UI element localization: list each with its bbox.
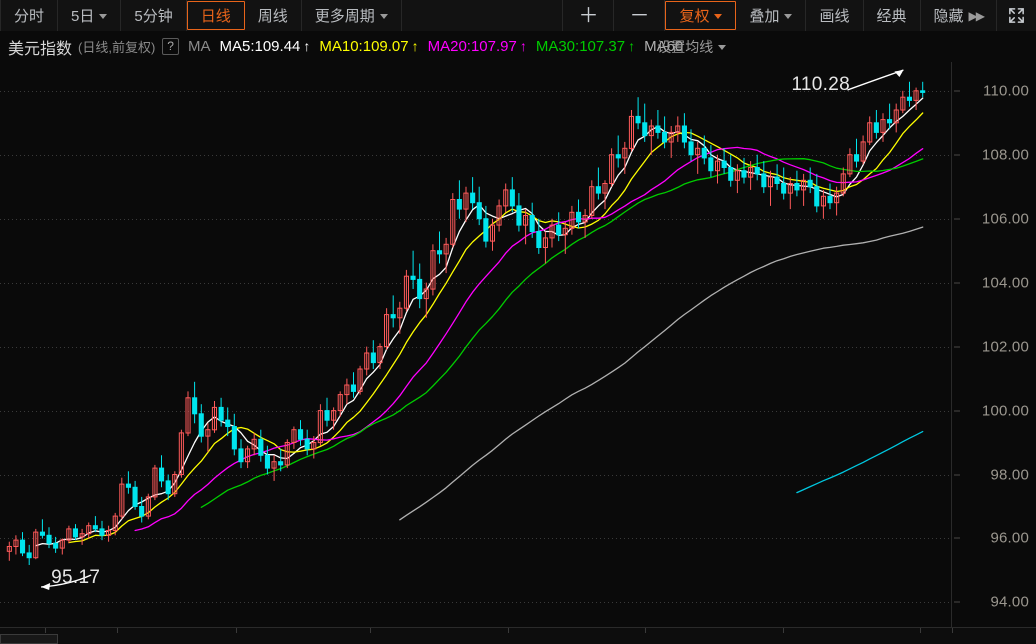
time-tick-8 xyxy=(952,628,953,633)
price-tick-label-0: 110.00 xyxy=(983,82,1029,100)
price-tick-mark xyxy=(954,474,960,475)
grid-lines xyxy=(0,91,952,603)
period-5day[interactable]: 5日 xyxy=(58,0,122,31)
chevron-down-icon xyxy=(379,14,388,19)
ma-legend-label-1: MA10:109.07 xyxy=(319,38,409,55)
price-tick-label-4: 102.00 xyxy=(981,338,1029,356)
classic-view[interactable]: 经典 xyxy=(864,0,921,31)
price-tick-label-8: 94.00 xyxy=(990,593,1029,611)
draw-line-label: 画线 xyxy=(819,8,850,25)
ma-legend-bar: 美元指数 (日线,前复权) ? MA MA5:109.44 ↑ MA10:109.0… xyxy=(0,31,1036,63)
price-tick-mark xyxy=(954,410,960,412)
ma-legend-item-0[interactable]: MA5:109.44 ↑ xyxy=(219,38,310,55)
ma-legend-item-1[interactable]: MA10:109.07 ↑ xyxy=(319,38,418,55)
ma-legend-label-2: MA20:107.97 xyxy=(427,38,517,55)
ma-legend-item-3[interactable]: MA30:107.37 ↑ xyxy=(536,38,635,55)
price-tick-mark xyxy=(954,346,960,348)
chevron-down-icon xyxy=(784,14,793,19)
time-axis[interactable] xyxy=(0,627,1036,644)
trend-up-arrow-icon: ↑ xyxy=(519,38,527,54)
ma-legend-label-4: MA60 xyxy=(644,38,684,55)
toolbar-right-group: ＋ － 复权 叠加 画线 经典 隐藏 ▶▶ xyxy=(562,0,1036,31)
period-intraday[interactable]: 分时 xyxy=(0,0,59,31)
zoom-out-button[interactable]: － xyxy=(614,0,666,31)
period-daily-label: 日线 xyxy=(200,8,231,25)
hide-panel-button[interactable]: 隐藏 ▶▶ xyxy=(921,0,997,31)
trend-up-arrow-icon: ↑ xyxy=(411,38,419,54)
ma-legend-label-3: MA30:107.37 xyxy=(535,38,626,55)
price-axis[interactable]: 110.00 108.00 106.00 104.00 102.00 100.00 98.0… xyxy=(951,62,1036,628)
symbol-subtitle: (日线,前复权) xyxy=(78,40,156,55)
ma-legend-label-0: MA5:109.44 xyxy=(219,38,301,55)
zoom-in-button-glyph: ＋ xyxy=(578,4,599,27)
fullscreen-button[interactable] xyxy=(997,0,1036,31)
period-weekly-label: 周线 xyxy=(257,8,288,25)
time-tick-3 xyxy=(370,628,371,633)
chart-toolbar: 分时 5日 5分钟 日线 周线 更多周期 ＋ － 复权 叠加 画线 经典 隐藏 ▶▶ xyxy=(0,0,1036,32)
overlay-label: 叠加 xyxy=(749,8,780,25)
ma-lines xyxy=(35,97,924,547)
price-tick-mark xyxy=(954,90,960,92)
period-5min-label: 5分钟 xyxy=(134,8,173,25)
time-tick-1 xyxy=(117,628,118,633)
trend-up-arrow-icon: ↑ xyxy=(303,38,311,54)
period-button-group: 分时 5日 5分钟 日线 周线 更多周期 xyxy=(0,0,402,31)
price-tick-label-6: 98.00 xyxy=(990,466,1029,483)
chart-area[interactable]: 110.28 95.17 110.00 108.00 106.00 104.00 102… xyxy=(0,62,1036,644)
price-tick-label-1: 108.00 xyxy=(981,146,1029,164)
zoom-in-button[interactable]: ＋ xyxy=(562,0,615,31)
toolbar-spacer xyxy=(402,0,563,31)
time-tick-2 xyxy=(236,628,237,633)
price-tick-label-2: 106.00 xyxy=(981,210,1029,228)
hide-panel-label: 隐藏 xyxy=(933,8,964,25)
trend-up-arrow-icon: ↑ xyxy=(628,38,636,54)
overlay[interactable]: 叠加 xyxy=(736,0,807,31)
adjust-price[interactable]: 复权 xyxy=(665,1,737,30)
period-intraday-label: 分时 xyxy=(14,8,45,25)
candlestick-plot[interactable]: 110.28 95.17 xyxy=(0,62,952,628)
period-more-label: 更多周期 xyxy=(314,8,375,25)
horizontal-scrollbar[interactable] xyxy=(0,634,58,644)
ma-value-list: MA5:109.44 ↑ MA10:109.07 ↑ MA20:107.97 ↑ MA30:… xyxy=(210,38,683,55)
price-tick-mark xyxy=(954,601,960,603)
ma-legend-item-4[interactable]: MA60 xyxy=(644,38,683,55)
price-tick-label-5: 100.00 xyxy=(981,402,1029,420)
time-tick-4 xyxy=(508,628,509,633)
ma-settings-label: 设置均线 xyxy=(657,38,714,55)
chevron-down-icon xyxy=(714,14,723,19)
draw-line[interactable]: 画线 xyxy=(806,0,864,31)
price-tick-mark xyxy=(954,154,960,156)
chevron-down-icon xyxy=(99,14,108,19)
price-tick-mark xyxy=(954,282,960,284)
period-5day-label: 5日 xyxy=(71,8,95,25)
symbol-name: 美元指数 xyxy=(8,40,73,58)
candlesticks xyxy=(6,81,926,565)
period-daily[interactable]: 日线 xyxy=(186,1,245,30)
price-tick-label-7: 96.00 xyxy=(990,529,1029,547)
ma-settings-dropdown[interactable]: 设置均线 xyxy=(657,37,727,57)
chevron-down-icon xyxy=(718,45,727,50)
zoom-out-button-glyph: － xyxy=(629,4,650,27)
price-tick-mark xyxy=(954,218,960,220)
time-tick-6 xyxy=(783,628,784,633)
adjust-price-label: 复权 xyxy=(679,8,710,25)
fullscreen-icon xyxy=(1009,8,1024,23)
ma-indicator-title[interactable]: MA xyxy=(187,38,211,55)
period-5min[interactable]: 5分钟 xyxy=(121,0,187,31)
double-chevron-right-icon: ▶▶ xyxy=(968,8,986,23)
time-tick-0 xyxy=(45,628,46,633)
help-icon[interactable]: ? xyxy=(162,38,179,55)
ma-legend-item-2[interactable]: MA20:107.97 ↑ xyxy=(428,38,527,55)
price-tick-mark xyxy=(954,537,960,539)
time-tick-7 xyxy=(920,628,921,633)
plot-svg xyxy=(0,69,952,603)
price-tick-label-3: 104.00 xyxy=(981,274,1029,292)
classic-view-label: 经典 xyxy=(876,8,907,25)
time-tick-5 xyxy=(645,628,646,633)
period-weekly[interactable]: 周线 xyxy=(245,0,302,31)
period-more[interactable]: 更多周期 xyxy=(302,0,402,31)
annotation-arrows xyxy=(41,69,904,591)
